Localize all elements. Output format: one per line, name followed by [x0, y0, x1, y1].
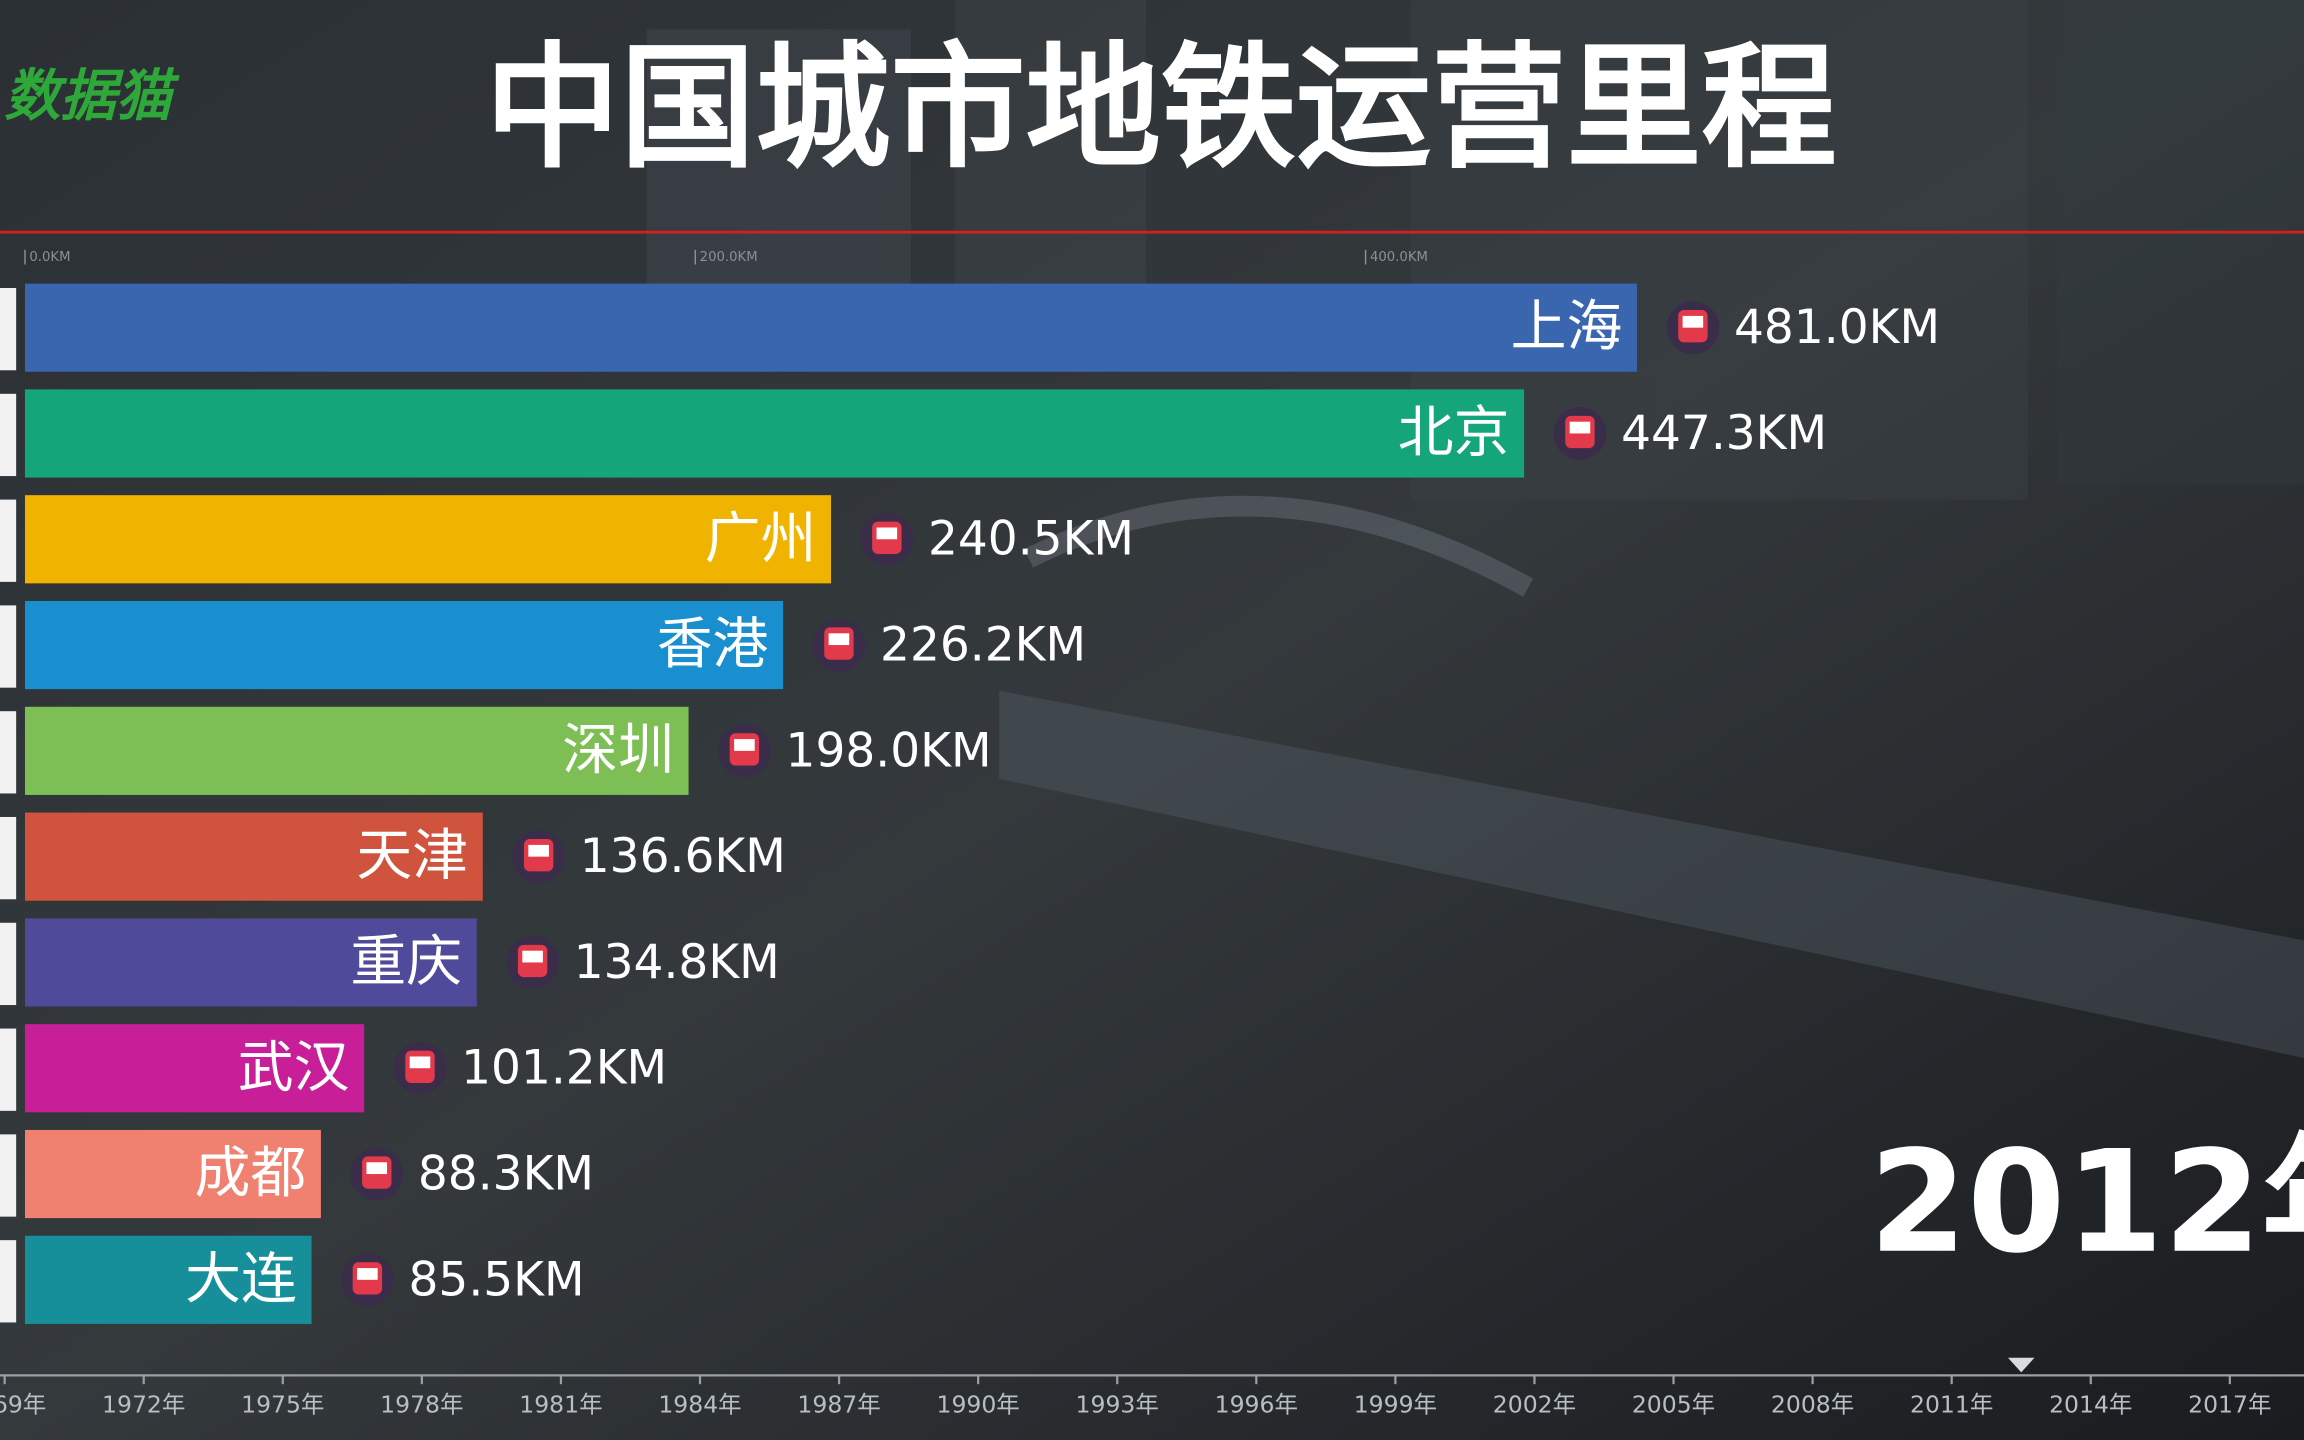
timeline-tick-label: 2002年	[1493, 1391, 1576, 1419]
chart-title: 中国城市地铁运营里程	[485, 30, 1837, 187]
x-tick-label: 200.0KM	[700, 250, 758, 265]
category-label: 上海	[1511, 295, 1623, 360]
value-label: 198.0KM	[786, 723, 992, 778]
value-label: 101.2KM	[461, 1041, 667, 1096]
train-icon-window	[1569, 421, 1591, 434]
category-label: 北京	[1398, 401, 1510, 466]
timeline-tick-label: 2008年	[1771, 1391, 1854, 1419]
period-label: 2012年	[1869, 1121, 2304, 1285]
category-label: 天津	[356, 824, 468, 889]
timeline-tick-label: 2017年	[2188, 1391, 2271, 1419]
value-label: 136.6KM	[580, 829, 786, 884]
timeline-tick-label: 1975年	[241, 1391, 324, 1419]
timeline-tick-label: 1987年	[797, 1391, 880, 1419]
bar	[24, 600, 784, 690]
value-label: 134.8KM	[574, 935, 780, 990]
category-label: 深圳	[562, 718, 674, 783]
category-label: 武汉	[238, 1035, 350, 1100]
timeline-tick-label: 1990年	[937, 1391, 1020, 1419]
value-label: 447.3KM	[1621, 406, 1827, 461]
row-icons	[0, 288, 17, 1323]
category-label: 香港	[657, 612, 769, 677]
train-icon-window	[522, 950, 543, 963]
train-icon-window	[876, 527, 898, 540]
bar	[24, 1129, 321, 1219]
value-label: 85.5KM	[409, 1252, 585, 1307]
category-label: 重庆	[350, 930, 462, 995]
timeline-tick-label: 2005年	[1632, 1391, 1715, 1419]
timeline-tick-label: 2014年	[2049, 1391, 2132, 1419]
bar	[24, 918, 477, 1007]
train-icon-window	[357, 1268, 378, 1280]
bar	[24, 706, 689, 795]
bar	[24, 812, 483, 901]
value-label: 226.2KM	[880, 618, 1086, 673]
timeline-tick-label: 2011年	[1910, 1391, 1993, 1419]
bar	[24, 283, 1638, 372]
timeline-tick-label: 1978年	[380, 1391, 463, 1419]
logo: 数据猫	[4, 64, 180, 129]
value-label: 88.3KM	[418, 1146, 594, 1201]
category-label: 成都	[195, 1141, 307, 1206]
timeline-tick-label: 1999年	[1354, 1391, 1437, 1419]
timeline-tick-label: 1984年	[658, 1391, 741, 1419]
category-label: 广州	[705, 506, 817, 571]
value-label: 481.0KM	[1734, 300, 1940, 355]
timeline-tick-label: 1996年	[1215, 1391, 1298, 1419]
x-tick-label: 0.0KM	[29, 250, 70, 265]
category-label: 大连	[185, 1247, 297, 1312]
timeline-tick-label: 1972年	[102, 1391, 185, 1419]
bar	[24, 389, 1525, 478]
train-icon-window	[528, 844, 549, 857]
bar	[24, 1235, 312, 1324]
train-icon-window	[366, 1162, 388, 1175]
timeline-tick-label: 1981年	[519, 1391, 602, 1419]
timeline-tick-label: 1969年	[0, 1391, 46, 1419]
train-icon-window	[734, 739, 755, 751]
train-icon-window	[1682, 315, 1704, 328]
timeline-tick-label: 1993年	[1076, 1391, 1159, 1419]
timeline-marker	[2007, 1357, 2035, 1373]
train-icon-window	[409, 1056, 431, 1069]
bar	[24, 1024, 365, 1113]
value-label: 240.5KM	[928, 512, 1134, 567]
x-tick-label: 400.0KM	[1370, 250, 1428, 265]
train-icon-window	[828, 633, 850, 646]
bar	[24, 495, 832, 584]
